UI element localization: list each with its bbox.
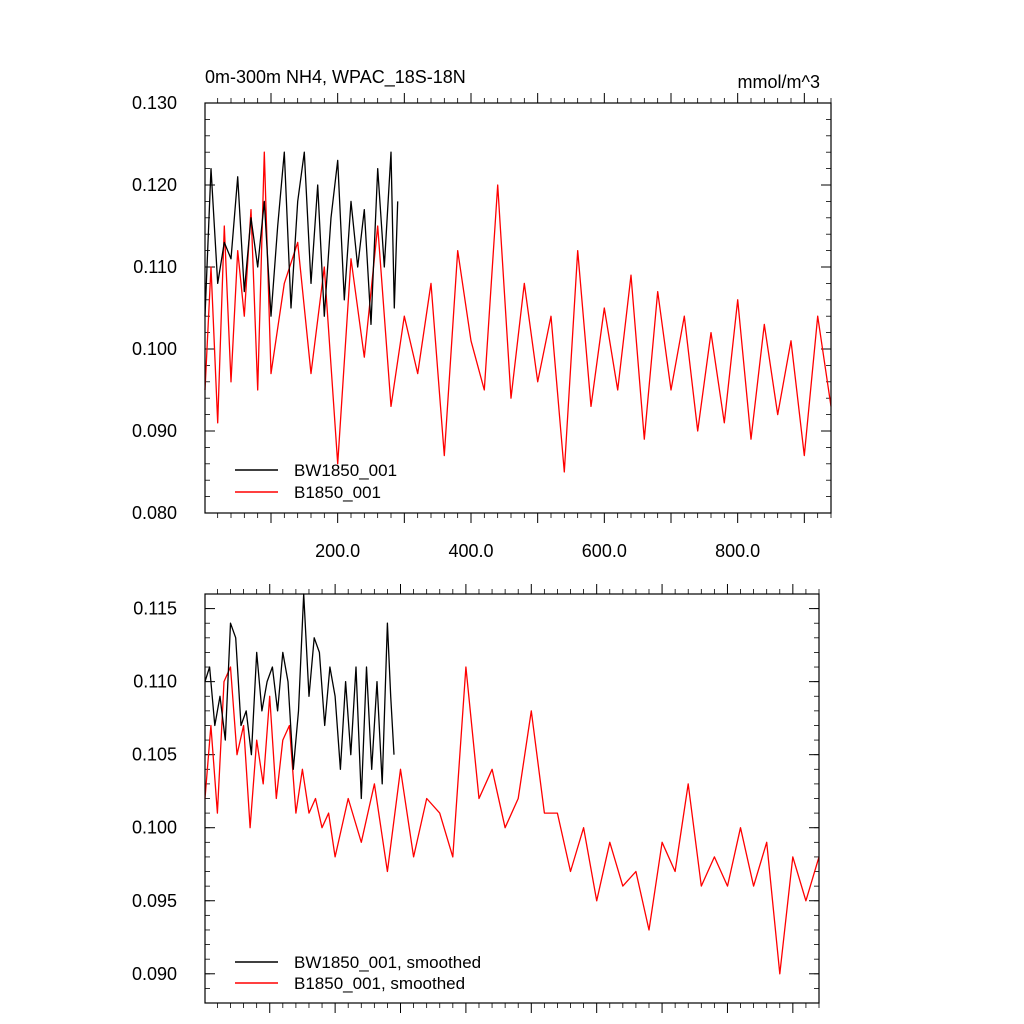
bottom-legend: BW1850_001, smoothed B1850_001, smoothed (235, 953, 481, 993)
top-ytick-label: 0.100 (132, 339, 177, 359)
top-ytick-label: 0.130 (132, 93, 177, 113)
bottom-series-lines (204, 593, 820, 975)
bottom-ytick-label: 0.110 (133, 672, 177, 692)
top-plot-frame (204, 102, 832, 514)
top-series-lines (204, 151, 832, 473)
top-ytick-label: 0.090 (132, 421, 177, 441)
top-axes: 0.080 0.090 0.100 0.110 0.120 0.130 200.0 400.0… (132, 93, 832, 561)
top-series-line-bw1850 (204, 151, 399, 326)
top-ytick-label: 0.110 (133, 257, 177, 277)
bottom-plot-frame (204, 593, 820, 1004)
legend-label-b1850-smoothed: B1850_001, smoothed (294, 974, 465, 993)
top-legend: BW1850_001 B1850_001 (235, 461, 397, 502)
bottom-ytick-label: 0.105 (132, 745, 177, 765)
bottom-ytick-label: 0.090 (132, 964, 177, 984)
top-xtick-label: 400.0 (448, 541, 493, 561)
units-label: mmol/m^3 (738, 72, 820, 92)
bottom-series-line-bw1850 (204, 593, 395, 800)
legend-label-bw1850: BW1850_001 (294, 461, 397, 480)
top-panel: 0m-300m NH4, WPAC_18S-18N mmol/m^3 0.080… (132, 67, 832, 561)
bottom-series-line-b1850 (204, 666, 820, 975)
bottom-ytick-label: 0.115 (133, 599, 177, 619)
legend-label-b1850: B1850_001 (294, 483, 381, 502)
bottom-panel: 0.090 0.095 0.100 0.105 0.110 0.115 BW1850_00… (132, 584, 820, 1013)
top-xtick-label: 600.0 (582, 541, 627, 561)
bottom-axes: 0.090 0.095 0.100 0.105 0.110 0.115 (132, 584, 820, 1013)
top-ytick-label: 0.120 (132, 175, 177, 195)
bottom-ytick-label: 0.095 (132, 891, 177, 911)
top-ytick-label: 0.080 (132, 503, 177, 523)
chart-title: 0m-300m NH4, WPAC_18S-18N (205, 67, 466, 88)
legend-label-bw1850-smoothed: BW1850_001, smoothed (294, 953, 481, 972)
bottom-ytick-label: 0.100 (132, 818, 177, 838)
top-series-line-b1850 (204, 151, 832, 473)
top-xtick-label: 200.0 (315, 541, 360, 561)
top-xtick-label: 800.0 (715, 541, 760, 561)
